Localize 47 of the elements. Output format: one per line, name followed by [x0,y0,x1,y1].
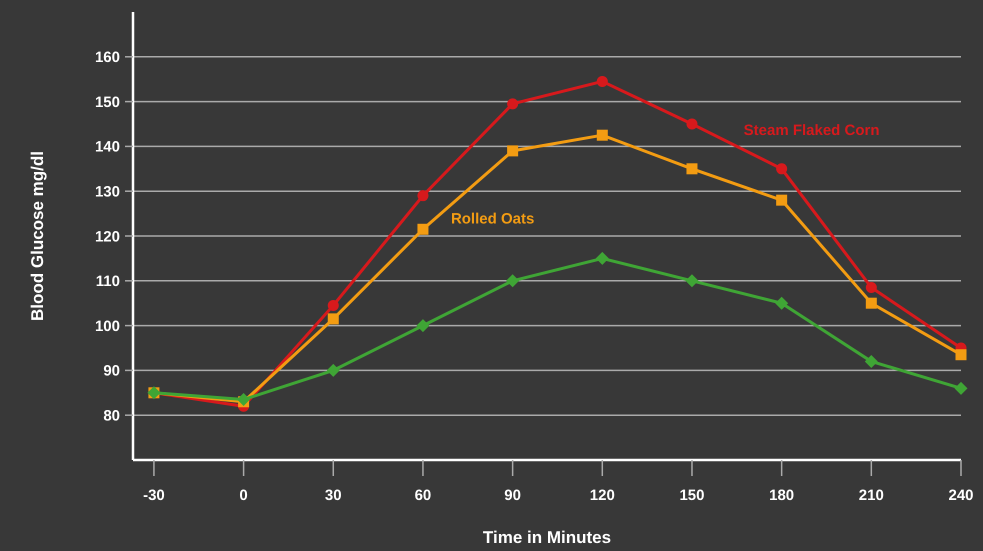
point [507,98,518,110]
x-tick-label: 120 [590,487,615,504]
point [864,354,878,368]
point [237,393,250,406]
point [776,163,788,174]
point [507,145,518,156]
x-tick-label: 240 [948,487,974,504]
x-tick-label: -30 [143,487,165,504]
point [685,274,698,288]
y-tick-label: 100 [94,318,120,335]
point [596,252,609,265]
point [326,364,340,377]
point [686,118,698,130]
y-tick-label: 120 [94,228,120,246]
y-tick-label: 90 [103,362,120,380]
point [417,190,428,202]
y-tick-label: 150 [94,94,120,111]
y-tick-label: 130 [94,183,120,200]
point [775,296,788,310]
y-tick-label: 80 [103,407,120,424]
point [416,319,430,332]
point [328,313,339,324]
x-axis-title: Time in Minutes [482,528,612,547]
point [686,163,698,174]
y-tick-label: 110 [96,273,120,290]
x-tick-label: 60 [414,487,432,504]
series-label: Steam Flaked Corn [744,122,880,139]
y-tick-label: 160 [94,49,120,66]
point [956,349,966,360]
point [506,274,520,288]
point [954,382,968,395]
point [866,282,877,294]
point [596,130,608,141]
point [866,298,877,309]
y-axis-title: Blood Glucose mg/dl [28,150,47,322]
y-tick-label: 140 [94,138,120,156]
series-label: Rolled Oats [450,210,534,228]
point [776,194,788,206]
point [417,224,428,235]
point [596,76,608,87]
x-tick-label: 90 [504,487,521,504]
x-tick-label: 0 [239,487,248,504]
x-tick-label: 30 [324,487,342,504]
point [328,300,339,311]
x-tick-label: 180 [769,487,794,504]
x-tick-label: 150 [679,487,704,504]
x-tick-label: 210 [858,487,884,504]
